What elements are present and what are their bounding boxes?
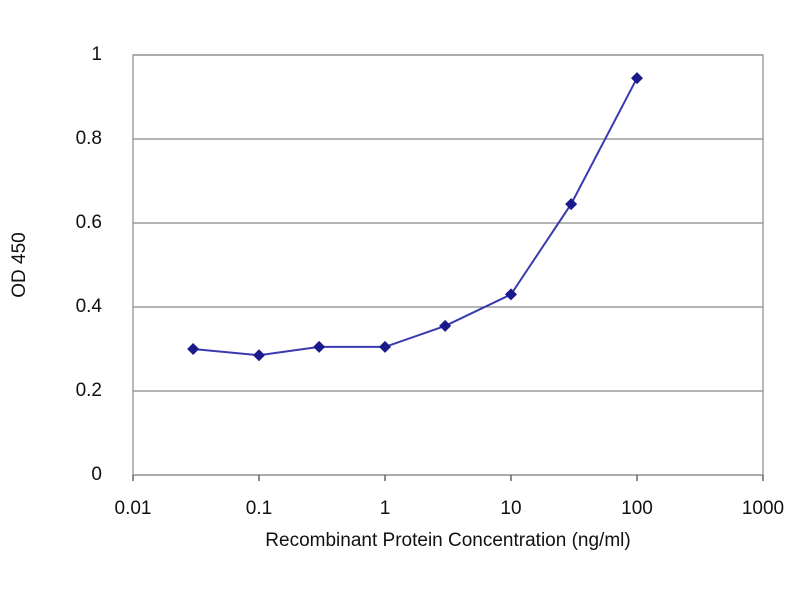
x-tick-label: 0.01 (115, 498, 152, 519)
data-point (379, 340, 391, 353)
y-tick-label: 0.8 (76, 128, 102, 149)
data-point (505, 288, 517, 301)
y-tick-label: 0 (91, 464, 102, 485)
y-tick-label: 0.2 (76, 380, 102, 401)
y-tick-label: 0.6 (76, 212, 102, 233)
series-line (193, 77, 638, 357)
y-axis-label: OD 450 (9, 232, 30, 297)
plot-area (132, 54, 764, 476)
data-point (439, 319, 452, 332)
x-tick-label: 100 (621, 498, 653, 519)
x-tick-label: 1 (380, 498, 391, 519)
x-tick-label: 10 (500, 498, 521, 519)
x-tick-label: 0.1 (246, 498, 272, 519)
y-tick-label: 1 (91, 44, 102, 65)
x-axis-label: Recombinant Protein Concentration (ng/ml… (265, 530, 630, 551)
x-tick-label: 1000 (742, 498, 784, 519)
data-point (313, 340, 326, 353)
data-point (565, 198, 578, 211)
data-point (187, 343, 200, 355)
data-point (631, 72, 643, 85)
y-tick-label: 0.4 (76, 296, 103, 317)
data-point (253, 349, 265, 362)
